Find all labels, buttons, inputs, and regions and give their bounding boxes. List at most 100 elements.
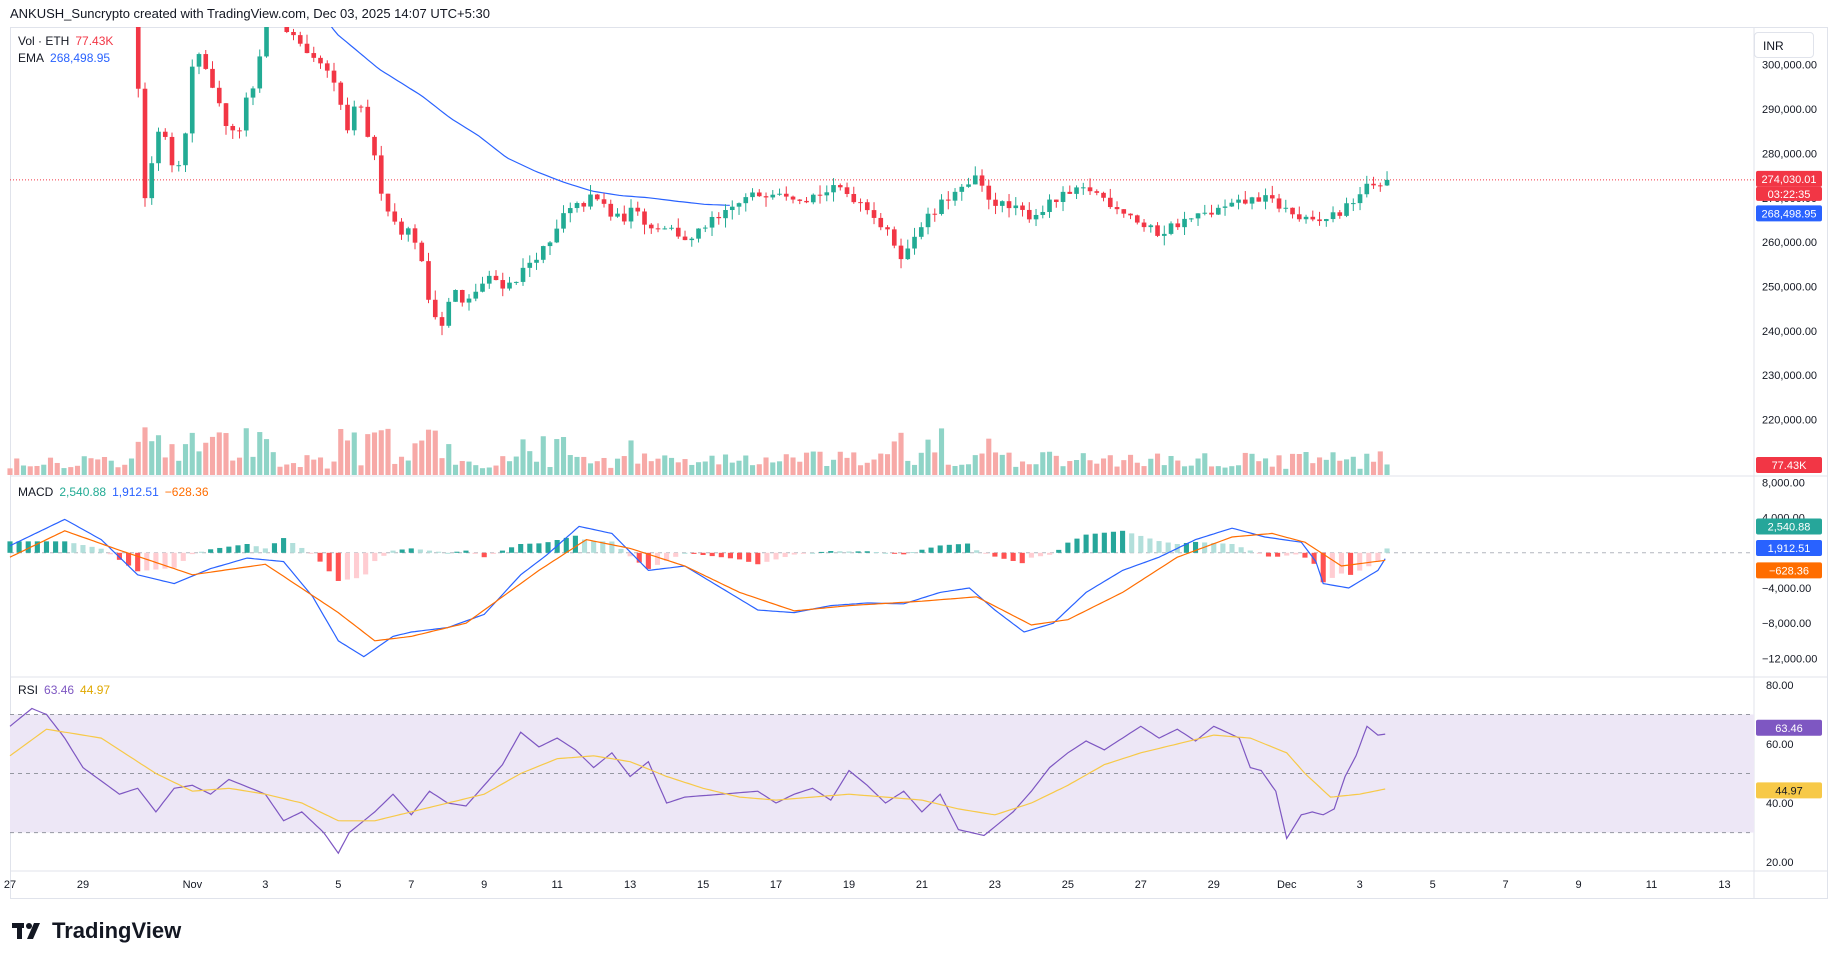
macd-histogram-bar [454, 551, 460, 553]
candle-body [439, 317, 445, 326]
candle [1161, 225, 1167, 246]
macd-histogram-bar [691, 552, 697, 554]
candle [972, 166, 978, 185]
candle-body [1148, 225, 1154, 228]
candle-body [939, 199, 944, 214]
candle-body [925, 213, 931, 228]
ema-line [330, 27, 730, 206]
volume-bar [338, 428, 344, 475]
volume-bar [196, 451, 202, 475]
currency-button[interactable]: INR [1754, 32, 1814, 58]
time-tick-label: 5 [1430, 879, 1436, 891]
macd-histogram-bar [1110, 531, 1117, 553]
macd-histogram-bar [43, 541, 50, 553]
volume-bar [641, 453, 648, 475]
candle-body [1060, 191, 1066, 202]
macd-histogram-bar [463, 550, 469, 553]
macd-histogram-bar [107, 552, 113, 555]
candle-body [898, 245, 904, 260]
candle [473, 283, 479, 302]
candle [588, 185, 593, 210]
volume-bar [1161, 465, 1167, 475]
candle-body [1222, 206, 1228, 208]
candle [648, 223, 654, 234]
volume-bar [810, 451, 816, 475]
candle [1303, 214, 1309, 224]
volume-bar [1364, 453, 1370, 475]
candle-body [1256, 197, 1262, 202]
candle-body [399, 221, 404, 235]
macd-badge-text: 2,540.88 [1768, 521, 1811, 533]
volume-bar [446, 444, 452, 475]
tradingview-brand: TradingView [12, 918, 181, 944]
candle [547, 241, 553, 255]
candle [1060, 186, 1066, 212]
candle [189, 59, 195, 143]
volume-bar [1053, 455, 1059, 475]
signal-badge-text: 1,912.51 [1768, 543, 1811, 555]
volume-bar [959, 464, 965, 475]
macd-histogram-bar [25, 541, 31, 553]
volume-bar [1168, 455, 1174, 475]
macd-histogram-bar [892, 552, 898, 554]
candle-body [1026, 209, 1032, 220]
volume-bar [473, 465, 479, 475]
candle [1364, 175, 1370, 198]
candle [385, 193, 391, 217]
candle-body [324, 63, 330, 71]
macd-histogram-bar [290, 543, 296, 553]
volume-bar [1006, 452, 1012, 475]
candle-body [891, 229, 897, 246]
macd-histogram-bar [737, 552, 743, 560]
candle [817, 185, 823, 204]
macd-histogram-bar [1165, 542, 1171, 553]
candle [1074, 185, 1079, 199]
candle-body [689, 238, 695, 241]
volume-bar [1242, 452, 1248, 475]
candle [271, 8, 276, 16]
volume-bar [1316, 457, 1323, 475]
candle [851, 186, 857, 204]
volume-bar [149, 441, 155, 475]
candle-body [723, 210, 728, 219]
volume-bar [1208, 466, 1215, 475]
candle-body [250, 88, 256, 98]
candle [662, 225, 668, 230]
volume-bar [1134, 462, 1140, 475]
macd-histogram-bar [946, 544, 952, 553]
candle-body [446, 301, 452, 326]
volume-bar [311, 459, 317, 475]
candle [736, 202, 742, 215]
macd-histogram-bar [1284, 552, 1290, 556]
candle-body [1080, 187, 1086, 189]
candle [642, 208, 647, 235]
ema-line-path [330, 27, 730, 206]
volume-bar [1033, 464, 1039, 475]
tradingview-logo-icon [12, 923, 40, 939]
volume-bar [209, 436, 216, 475]
macd-histogram-bar [1028, 552, 1034, 558]
volume-bar [1377, 451, 1383, 475]
volume-bar [189, 432, 195, 475]
rsi-ma-badge-text: 44.97 [1775, 785, 1803, 797]
candle [210, 61, 215, 89]
volume-bar [932, 452, 938, 475]
rsi-line [9, 707, 1386, 855]
volume-bar [439, 458, 445, 475]
candle [1249, 196, 1255, 210]
macd-histogram-bar [7, 541, 13, 553]
volume-bar [1343, 459, 1350, 475]
volume-bar [486, 467, 492, 475]
volume-bar [419, 440, 425, 475]
candle-body [1276, 198, 1282, 209]
candle-body [581, 203, 587, 207]
time-tick-label: 29 [1208, 879, 1220, 891]
volume-bar [898, 432, 904, 475]
volume-bar [587, 463, 594, 475]
macd-histogram-bar [1220, 543, 1226, 553]
ema-legend-value: 268,498.95 [50, 51, 111, 65]
macd-histogram-bar [563, 537, 569, 553]
volume-bar [520, 439, 526, 475]
candle [162, 128, 168, 140]
candle-body [527, 262, 533, 268]
